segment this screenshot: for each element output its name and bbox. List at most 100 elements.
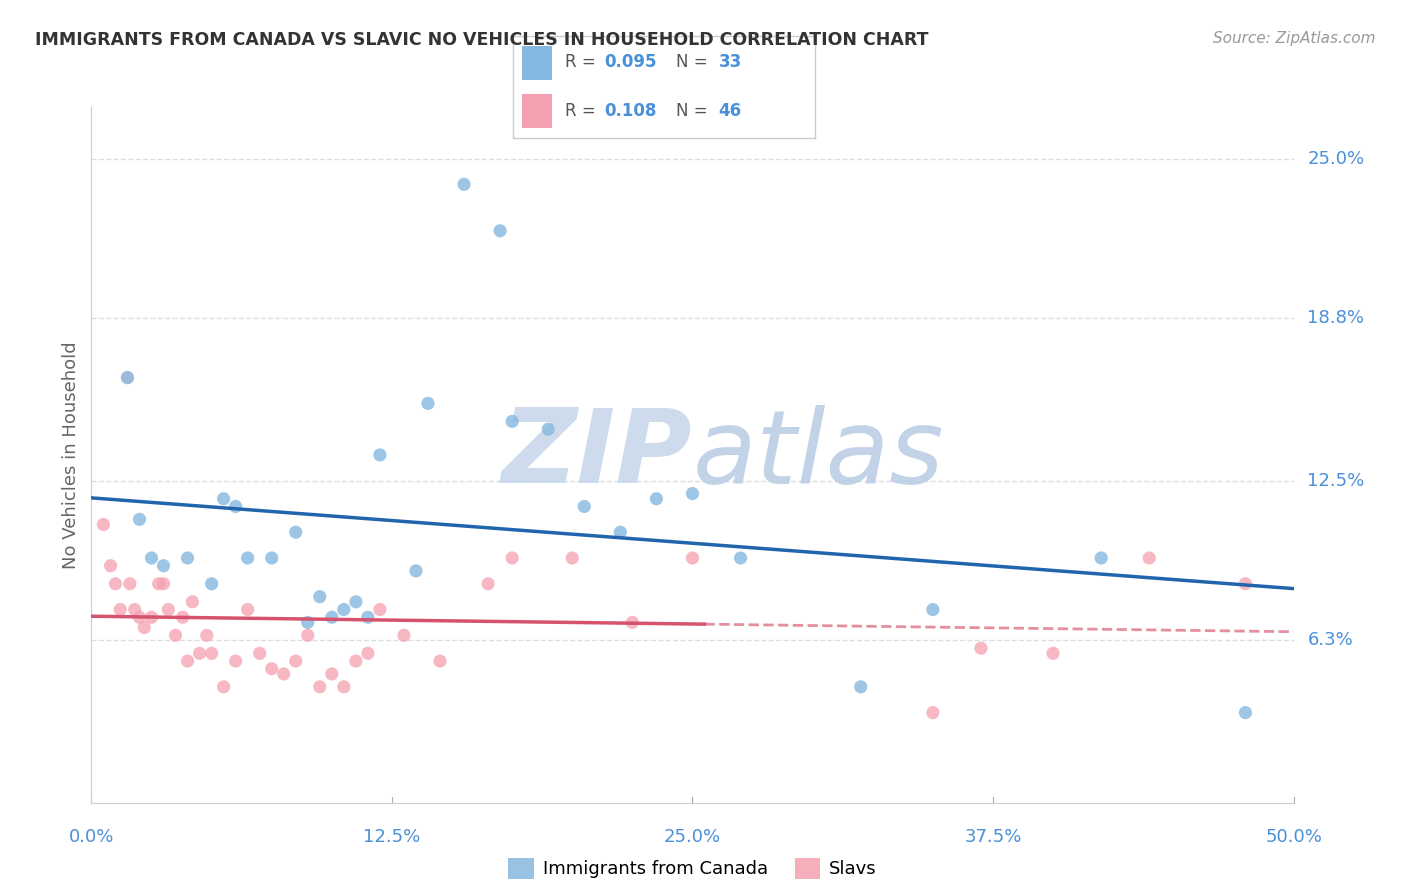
- Point: [477, 576, 499, 591]
- Point: [681, 551, 703, 566]
- Point: [405, 564, 427, 578]
- Point: [333, 602, 356, 616]
- Text: R =: R =: [565, 102, 600, 120]
- Point: [152, 558, 174, 573]
- Point: [537, 422, 560, 436]
- Point: [176, 551, 198, 566]
- Point: [225, 500, 247, 514]
- Point: [489, 224, 512, 238]
- Point: [284, 525, 307, 540]
- Bar: [522, 45, 553, 79]
- Point: [117, 370, 139, 384]
- Text: atlas: atlas: [692, 405, 943, 505]
- Point: [176, 654, 198, 668]
- Point: [225, 654, 247, 668]
- Point: [141, 610, 163, 624]
- Point: [922, 706, 945, 720]
- Point: [152, 576, 174, 591]
- Point: [128, 512, 150, 526]
- Text: IMMIGRANTS FROM CANADA VS SLAVIC NO VEHICLES IN HOUSEHOLD CORRELATION CHART: IMMIGRANTS FROM CANADA VS SLAVIC NO VEHI…: [35, 31, 928, 49]
- Point: [730, 551, 752, 566]
- Point: [110, 602, 132, 616]
- Point: [297, 628, 319, 642]
- Text: Source: ZipAtlas.com: Source: ZipAtlas.com: [1212, 31, 1375, 46]
- Text: R =: R =: [565, 54, 600, 71]
- Point: [117, 370, 139, 384]
- Text: 46: 46: [718, 102, 742, 120]
- Point: [574, 500, 596, 514]
- Text: 50.0%: 50.0%: [1265, 828, 1322, 846]
- Point: [429, 654, 451, 668]
- Point: [681, 486, 703, 500]
- Point: [333, 680, 356, 694]
- Text: 37.5%: 37.5%: [965, 828, 1022, 846]
- Bar: [522, 95, 553, 128]
- Text: 25.0%: 25.0%: [664, 828, 721, 846]
- Point: [321, 610, 343, 624]
- Point: [124, 602, 146, 616]
- Point: [645, 491, 668, 506]
- Point: [344, 595, 367, 609]
- Point: [609, 525, 631, 540]
- Point: [970, 641, 993, 656]
- Point: [849, 680, 872, 694]
- Point: [357, 646, 380, 660]
- Point: [308, 680, 330, 694]
- Point: [621, 615, 644, 630]
- Point: [148, 576, 170, 591]
- Point: [561, 551, 583, 566]
- Point: [104, 576, 127, 591]
- Point: [392, 628, 415, 642]
- Point: [260, 662, 283, 676]
- Y-axis label: No Vehicles in Household: No Vehicles in Household: [62, 341, 80, 569]
- Text: 0.108: 0.108: [605, 102, 657, 120]
- Point: [501, 551, 523, 566]
- Point: [212, 491, 235, 506]
- Text: 6.3%: 6.3%: [1308, 632, 1353, 649]
- Point: [1234, 706, 1257, 720]
- Text: 33: 33: [718, 54, 742, 71]
- Text: ZIP: ZIP: [502, 404, 692, 506]
- Text: 12.5%: 12.5%: [363, 828, 420, 846]
- Point: [195, 628, 218, 642]
- Point: [260, 551, 283, 566]
- Legend: Immigrants from Canada, Slavs: Immigrants from Canada, Slavs: [499, 849, 886, 888]
- Point: [308, 590, 330, 604]
- Point: [249, 646, 271, 660]
- Point: [1234, 576, 1257, 591]
- Text: N =: N =: [676, 54, 713, 71]
- Point: [368, 448, 391, 462]
- Point: [344, 654, 367, 668]
- Point: [501, 414, 523, 428]
- Text: 0.0%: 0.0%: [69, 828, 114, 846]
- Point: [93, 517, 115, 532]
- Point: [1137, 551, 1160, 566]
- Point: [297, 615, 319, 630]
- Point: [1042, 646, 1064, 660]
- Text: N =: N =: [676, 102, 713, 120]
- Point: [236, 602, 259, 616]
- Text: 12.5%: 12.5%: [1308, 472, 1365, 490]
- Point: [416, 396, 439, 410]
- Point: [212, 680, 235, 694]
- Point: [100, 558, 122, 573]
- Point: [134, 621, 156, 635]
- Point: [922, 602, 945, 616]
- Point: [181, 595, 204, 609]
- Point: [236, 551, 259, 566]
- Point: [200, 646, 222, 660]
- Text: 18.8%: 18.8%: [1308, 310, 1364, 327]
- Point: [188, 646, 211, 660]
- Point: [200, 576, 222, 591]
- Point: [118, 576, 141, 591]
- Text: 0.095: 0.095: [605, 54, 657, 71]
- Point: [273, 667, 295, 681]
- Point: [165, 628, 187, 642]
- Point: [453, 178, 475, 192]
- Point: [321, 667, 343, 681]
- Text: 25.0%: 25.0%: [1308, 150, 1365, 168]
- Point: [357, 610, 380, 624]
- Point: [368, 602, 391, 616]
- Point: [284, 654, 307, 668]
- Point: [157, 602, 180, 616]
